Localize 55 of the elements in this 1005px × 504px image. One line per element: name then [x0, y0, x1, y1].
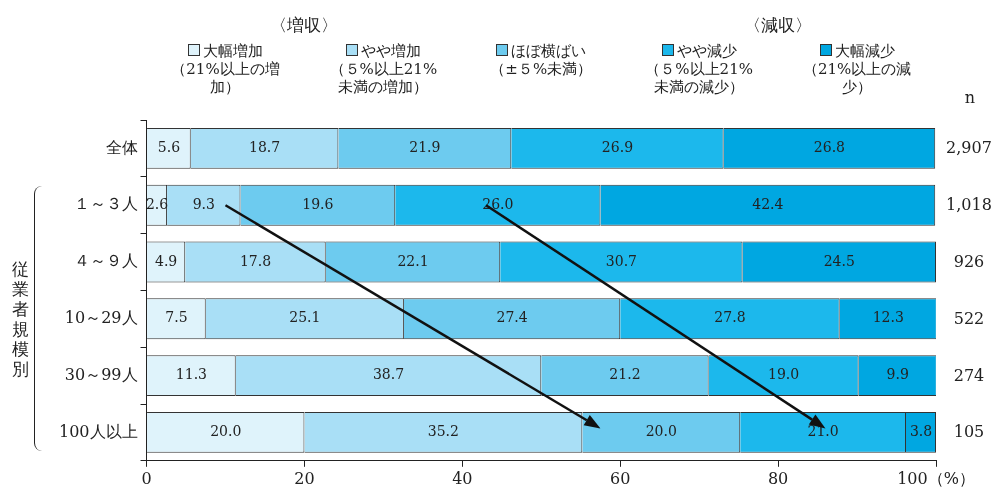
data-label: 27.4: [496, 309, 528, 326]
data-label: 4.9: [155, 252, 178, 269]
data-label: 24.5: [823, 252, 855, 269]
legend-label: やや増加（５%以上21%未満の増加）: [328, 42, 439, 96]
y-tick-label: 10～29人: [64, 307, 138, 327]
legend-label: 大幅増加（21%以上の増加）: [170, 42, 281, 96]
legend-label: 大幅減少（21%以上の減少）: [801, 42, 913, 96]
data-label: 26.9: [601, 139, 634, 156]
y-tick-label: 30～99人: [64, 364, 138, 384]
text: n: [963, 88, 977, 107]
data-label: 26.0: [482, 195, 514, 212]
data-label: 42.4: [752, 195, 784, 212]
data-label: 9.3: [192, 195, 215, 212]
y-tick-label: ４～９人: [73, 251, 138, 271]
data-label: 25.1: [289, 309, 321, 326]
data-label: 12.3: [872, 309, 904, 326]
x-tick-label: 20: [294, 468, 315, 488]
data-label: 26.8: [813, 139, 846, 156]
data-label: 5.6: [157, 139, 181, 156]
data-label: 7.5: [165, 309, 188, 326]
y-tick-label: 全体: [105, 137, 138, 157]
data-label: 27.8: [714, 309, 746, 326]
data-label: 11.3: [175, 366, 207, 383]
x-tick-label: 100（%）: [897, 468, 975, 488]
data-label: 22.1: [397, 252, 429, 269]
data-label: 19.6: [302, 195, 334, 212]
y-tick-label: １～３人: [73, 194, 138, 214]
text: 105: [952, 422, 986, 443]
text: 〈増収〉: [269, 14, 340, 37]
legend-label: やや減少（５%以上21%未満の減少）: [644, 42, 754, 96]
text: 〈減収〉: [743, 14, 814, 37]
y-tick-label: 100人以上: [58, 421, 138, 441]
text: 522: [952, 308, 986, 329]
x-tick-label: 0: [141, 468, 152, 488]
text: 274: [952, 365, 986, 386]
data-label: 3.8: [909, 423, 933, 440]
data-label: 20.0: [645, 423, 677, 440]
x-tick-label: 80: [767, 468, 789, 488]
data-label: 20.0: [210, 423, 242, 440]
text: 2,907: [945, 138, 993, 159]
x-tick-label: 40: [452, 468, 473, 488]
data-label: 19.0: [768, 366, 800, 383]
data-label: 21.9: [409, 139, 441, 156]
data-label: 21.2: [609, 366, 641, 383]
data-label: 9.9: [886, 366, 909, 383]
data-label: 17.8: [239, 252, 272, 269]
x-tick-label: 60: [610, 468, 631, 488]
data-label: 18.7: [248, 139, 281, 156]
y-axis-title: 従業者規模別: [10, 258, 30, 379]
text: 926: [952, 252, 986, 272]
legend-label: ほぼ横ばい（±５%未満）: [489, 42, 594, 78]
data-label: 35.2: [427, 423, 459, 440]
data-label: 30.7: [605, 252, 637, 269]
text: 1,018: [945, 195, 993, 216]
data-label: 38.7: [372, 366, 405, 383]
